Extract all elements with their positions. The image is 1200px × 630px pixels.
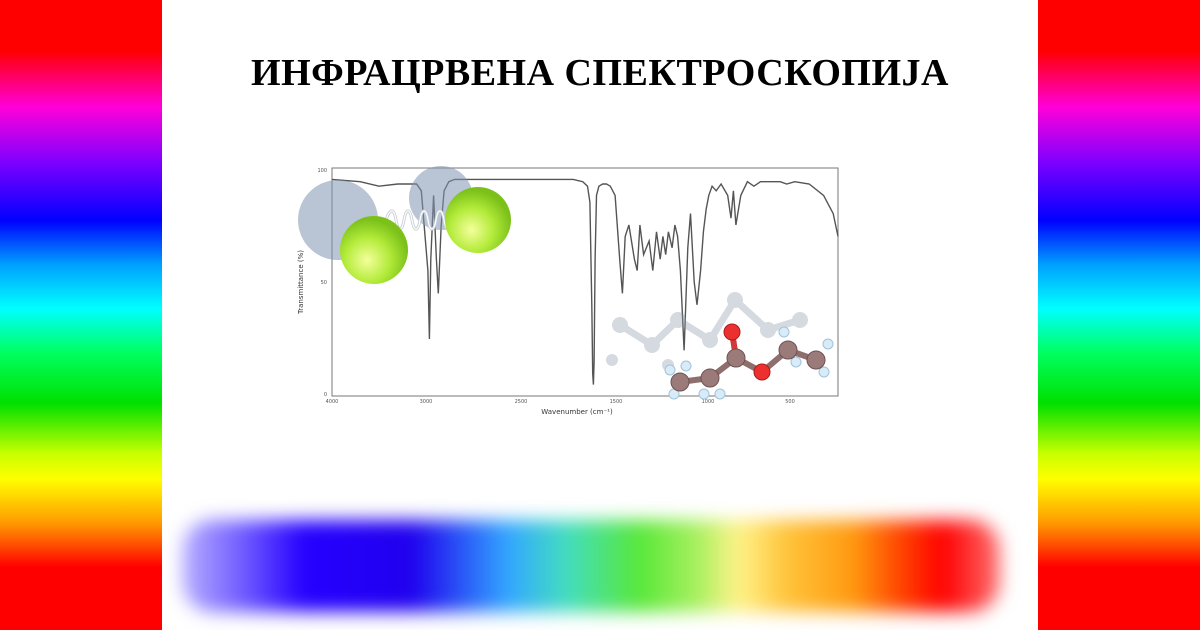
ester-molecule-illustration — [606, 292, 834, 400]
carbon-atom — [778, 340, 798, 360]
carbon-atom — [806, 350, 826, 370]
atom-ball — [445, 187, 511, 253]
x-tick-label: 1000 — [702, 399, 715, 405]
page-title: ИНФРАЦРВЕНА СПЕКТРОСКОПИЈА — [251, 52, 949, 95]
carbon-atom — [726, 348, 746, 368]
oxygen-atom — [753, 363, 771, 381]
x-tick-labels: 4000 3000 2500 1500 1000 500 — [326, 399, 795, 405]
y-tick-labels: 100 50 0 — [317, 168, 327, 398]
y-tick-label: 50 — [321, 280, 327, 286]
x-tick-label: 1500 — [610, 399, 623, 405]
molecule-shadow — [606, 292, 808, 371]
atom-ball — [340, 216, 408, 284]
x-axis-label: Wavenumber (cm⁻¹) — [541, 408, 613, 416]
molecule-vibration-illustration — [298, 166, 511, 284]
x-tick-label: 3000 — [420, 399, 433, 405]
y-axis-label: Transmittance (%) — [297, 250, 305, 315]
visible-spectrum-strip — [182, 520, 1000, 612]
y-tick-label: 100 — [317, 168, 327, 174]
rainbow-band-right — [1038, 0, 1200, 630]
x-tick-label: 500 — [785, 399, 795, 405]
ir-spectrum-chart: Wavenumber (cm⁻¹) Transmittance (%) 4000… — [297, 166, 839, 416]
plot-frame — [331, 167, 839, 397]
y-tick-label: 0 — [324, 392, 327, 398]
x-tick-label: 2500 — [515, 399, 528, 405]
x-tick-label: 4000 — [326, 399, 339, 405]
rainbow-band-left — [0, 0, 162, 630]
oxygen-atom — [723, 323, 741, 341]
carbon-atom — [700, 368, 720, 388]
carbon-atom — [670, 372, 690, 392]
